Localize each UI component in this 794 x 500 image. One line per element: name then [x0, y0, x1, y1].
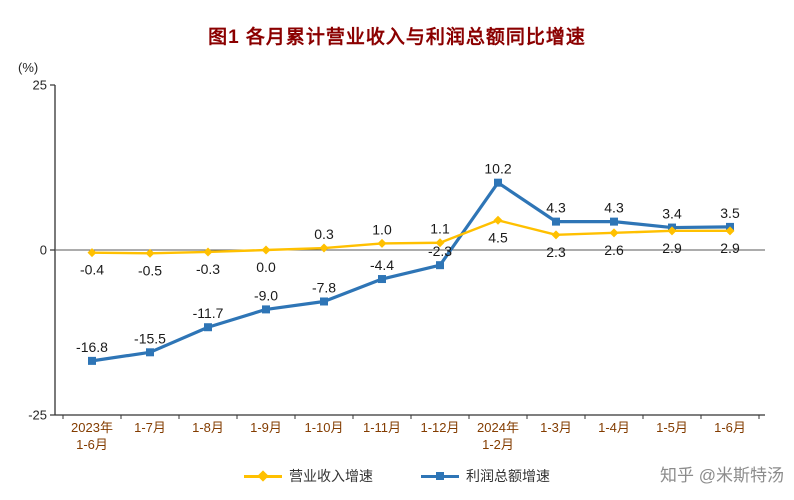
chart-legend: 营业收入增速 利润总额增速: [0, 466, 794, 486]
data-point: [320, 297, 328, 306]
data-point: [204, 323, 212, 332]
x-axis-label: 2024年 1-2月: [477, 420, 519, 452]
y-axis-label: -25: [28, 408, 47, 423]
data-point: [435, 238, 445, 248]
x-axis-label: 1-6月: [714, 420, 746, 435]
y-axis-unit: (%): [18, 60, 38, 75]
data-label: 1.1: [430, 221, 450, 237]
x-axis-label: 2023年 1-6月: [71, 420, 113, 452]
data-label: -4.4: [370, 257, 394, 273]
legend-item-revenue: 营业收入增速: [244, 466, 373, 486]
data-label: -11.7: [193, 305, 224, 321]
data-point: [725, 226, 735, 236]
data-point: [145, 248, 155, 258]
data-point: [377, 238, 387, 248]
data-label: -16.8: [76, 339, 108, 355]
data-point: [262, 305, 270, 314]
data-point: [436, 261, 444, 270]
x-axis-label: 1-10月: [304, 420, 343, 435]
x-axis-label: 1-9月: [250, 420, 282, 435]
data-label: -0.3: [196, 261, 220, 277]
revenue-line: [91, 219, 730, 255]
data-label: 2.9: [662, 240, 682, 256]
data-point: [319, 243, 329, 253]
legend-item-profit: 利润总额增速: [421, 466, 550, 486]
x-axis-label: 1-11月: [363, 420, 401, 435]
data-point: [551, 230, 561, 240]
data-label: 2.3: [546, 244, 566, 260]
diamond-marker-icon: [257, 470, 269, 482]
x-axis-label: 1-3月: [540, 420, 572, 435]
data-point: [493, 215, 503, 225]
data-label: 4.3: [604, 200, 624, 216]
legend-label-revenue: 营业收入增速: [289, 468, 373, 484]
data-point: [203, 247, 213, 257]
y-axis-label: 0: [40, 243, 47, 258]
data-label: -0.5: [138, 262, 162, 278]
data-label: -15.5: [134, 330, 166, 346]
data-label: 10.2: [484, 161, 511, 177]
data-label: 3.5: [720, 205, 740, 221]
profit-legend-marker: [421, 470, 459, 482]
data-point: [378, 275, 386, 284]
data-point: [609, 228, 619, 238]
x-axis-label: 1-12月: [420, 420, 459, 435]
data-label: 2.6: [604, 242, 624, 258]
data-point: [146, 348, 154, 357]
data-label: -2.3: [428, 243, 452, 259]
data-label: 2.9: [720, 240, 740, 256]
profit-line: [91, 181, 731, 363]
data-point: [88, 356, 96, 365]
data-label: 4.5: [488, 229, 508, 245]
legend-label-profit: 利润总额增速: [466, 468, 550, 484]
x-axis-label: 1-5月: [656, 420, 688, 435]
data-label: 1.0: [372, 221, 392, 237]
data-point: [610, 217, 618, 226]
data-point: [87, 248, 97, 258]
data-label: 0.0: [256, 259, 276, 275]
data-point: [261, 245, 271, 255]
revenue-legend-marker: [244, 470, 282, 482]
data-point: [667, 226, 677, 236]
data-label: 0.3: [314, 226, 334, 242]
data-label: -7.8: [312, 279, 336, 295]
data-point: [552, 217, 560, 226]
data-label: -0.4: [80, 262, 104, 278]
zhihu-watermark: 知乎 @米斯特汤: [660, 466, 784, 485]
x-axis-label: 1-7月: [134, 420, 166, 435]
square-marker-icon: [436, 472, 444, 480]
data-point: [494, 178, 502, 187]
data-label: 4.3: [546, 200, 566, 216]
x-axis-label: 1-4月: [598, 420, 630, 435]
x-axis-label: 1-8月: [192, 420, 224, 435]
chart-title: 图1 各月累计营业收入与利润总额同比增速: [208, 27, 586, 48]
data-label: -9.0: [254, 287, 278, 303]
y-axis-label: 25: [33, 78, 47, 93]
data-label: 3.4: [662, 206, 682, 222]
